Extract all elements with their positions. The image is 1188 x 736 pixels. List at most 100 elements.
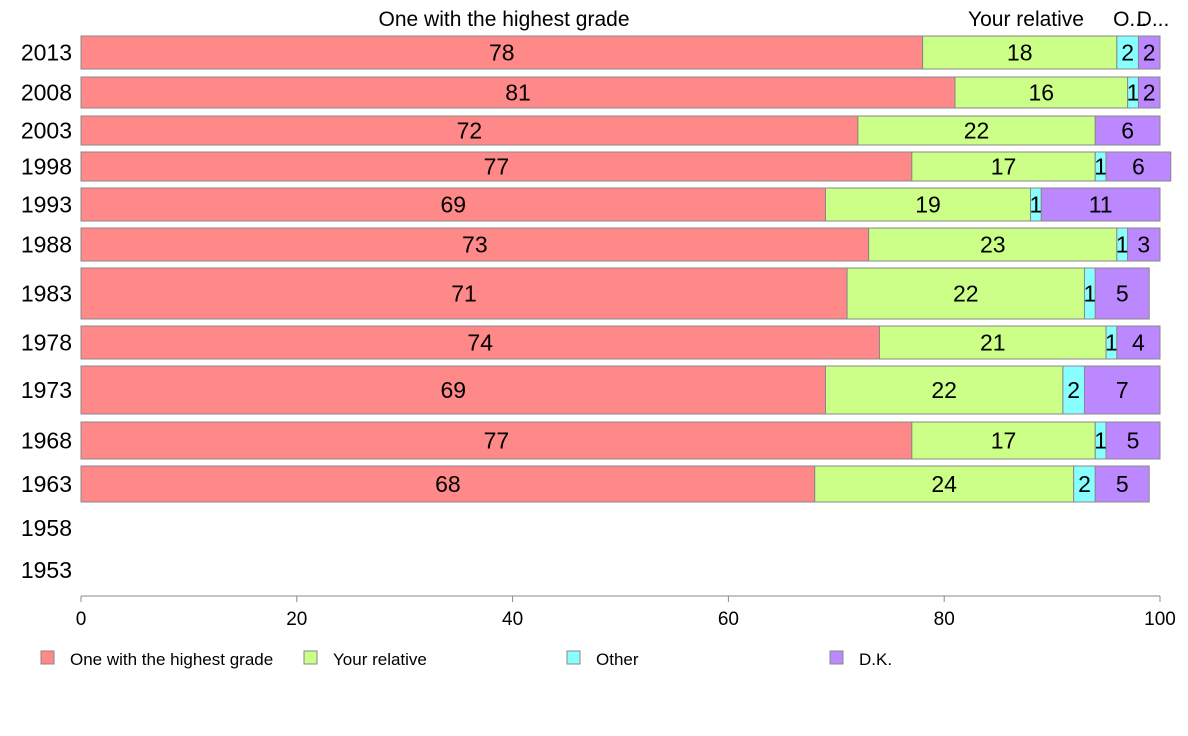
top-label-other: O...	[1113, 8, 1147, 31]
x-tick-label-60: 60	[718, 609, 739, 630]
legend-label-0: One with the highest grade	[70, 650, 273, 669]
data-label-1998-series-0: 77	[484, 154, 510, 180]
legend: One with the highest grade Your relative O…	[40, 650, 892, 669]
bar-1993-series-0	[80, 187, 827, 222]
data-label-1993-series-3: 11	[1089, 192, 1113, 218]
y-label-1993: 1993	[21, 192, 72, 218]
x-tick-label-40: 40	[502, 609, 523, 630]
data-label-1978-series-2: 1	[1105, 330, 1118, 356]
data-label-1988-series-0: 73	[462, 232, 488, 258]
bar-1978-series-1	[878, 325, 1107, 360]
bar-1963-series-0	[80, 465, 816, 503]
bar-1998-series-3	[1105, 151, 1172, 182]
data-label-1973-series-0: 69	[440, 377, 466, 403]
top-label-highest-grade: One with the highest grade	[379, 8, 630, 31]
data-label-1973-series-1: 22	[931, 377, 957, 403]
data-label-1983-series-3: 5	[1116, 281, 1129, 307]
data-label-2013-series-3: 2	[1143, 40, 1156, 66]
data-label-1988-series-1: 23	[980, 232, 1006, 258]
data-label-1963-series-1: 24	[931, 471, 957, 497]
y-label-1988: 1988	[21, 232, 72, 258]
y-label-1998: 1998	[21, 154, 72, 180]
y-label-1963: 1963	[21, 471, 72, 497]
y-label-1958: 1958	[21, 515, 72, 541]
bar-1963-series-1	[814, 465, 1075, 503]
data-label-1998-series-3: 6	[1132, 154, 1145, 180]
legend-swatch-0	[40, 650, 55, 665]
legend-label-2: Other	[596, 650, 639, 669]
x-tick-label-0: 0	[76, 609, 87, 630]
bar-1998-series-0	[80, 151, 913, 182]
data-label-1983-series-0: 71	[451, 281, 477, 307]
x-tick-label-80: 80	[934, 609, 955, 630]
legend-swatch-3	[829, 650, 844, 665]
data-label-2003-series-1: 22	[964, 118, 990, 144]
data-label-1993-series-2: 1	[1030, 192, 1043, 218]
data-label-1998-series-2: 1	[1094, 154, 1107, 180]
bar-1988-series-3	[1127, 227, 1161, 262]
data-label-2013-series-1: 18	[1007, 40, 1033, 66]
x-tick-label-20: 20	[286, 609, 307, 630]
bar-1983-series-3	[1094, 267, 1150, 320]
x-axis: 0 20 40 60 80 100	[76, 595, 1176, 630]
data-label-1963-series-2: 2	[1078, 471, 1091, 497]
y-label-1953: 1953	[21, 557, 72, 583]
data-label-1983-series-1: 22	[953, 281, 979, 307]
bar-1963-series-3	[1094, 465, 1150, 503]
data-label-2003-series-3: 6	[1121, 118, 1134, 144]
bar-1993-series-1	[825, 187, 1032, 222]
legend-swatch-1	[303, 650, 318, 665]
data-label-2008-series-0: 81	[505, 80, 531, 106]
top-label-dk: D...	[1137, 8, 1170, 31]
data-label-1998-series-1: 17	[991, 154, 1017, 180]
bar-2003-series-0	[80, 115, 859, 146]
data-label-2013-series-2: 2	[1121, 40, 1134, 66]
bar-1968-series-0	[80, 421, 913, 460]
data-label-2008-series-2: 1	[1127, 80, 1140, 106]
data-label-1978-series-1: 21	[980, 330, 1006, 356]
data-label-1993-series-0: 69	[440, 192, 466, 218]
y-label-2008: 2008	[21, 80, 72, 106]
data-label-1973-series-2: 2	[1067, 377, 1080, 403]
bar-1973-series-1	[825, 365, 1064, 415]
data-label-1993-series-1: 19	[915, 192, 941, 218]
data-label-2003-series-0: 72	[457, 118, 483, 144]
top-series-labels: One with the highest grade Your relative…	[379, 8, 1170, 31]
data-label-1968-series-2: 1	[1094, 428, 1107, 454]
data-label-2008-series-1: 16	[1029, 80, 1055, 106]
data-label-1968-series-0: 77	[484, 428, 510, 454]
bar-2003-series-1	[857, 115, 1096, 146]
bar-2013-series-1	[922, 35, 1118, 70]
top-label-relative: Your relative	[968, 8, 1084, 31]
legend-swatch-2	[566, 650, 581, 665]
y-axis-labels: 2013 2008 2003 1998 1993 1988 1983 1978 1973 1968…	[21, 40, 72, 584]
bar-1993-series-3	[1040, 187, 1161, 222]
data-label-2008-series-3: 2	[1143, 80, 1156, 106]
data-label-1963-series-0: 68	[435, 471, 461, 497]
bar-1973-series-3	[1083, 365, 1161, 415]
bar-1978-series-3	[1116, 325, 1161, 360]
bar-1983-series-1	[846, 267, 1085, 320]
y-label-2013: 2013	[21, 40, 72, 66]
legend-label-1: Your relative	[333, 650, 427, 669]
bar-1988-series-1	[868, 227, 1118, 262]
legend-label-3: D.K.	[859, 650, 892, 669]
data-label-1973-series-3: 7	[1116, 377, 1129, 403]
bar-1988-series-0	[80, 227, 870, 262]
y-label-1968: 1968	[21, 428, 72, 454]
data-label-2013-series-0: 78	[489, 40, 515, 66]
x-tick-label-100: 100	[1144, 609, 1176, 630]
y-label-1973: 1973	[21, 377, 72, 403]
data-label-1978-series-0: 74	[467, 330, 493, 356]
bar-1978-series-0	[80, 325, 880, 360]
data-label-1968-series-3: 5	[1127, 428, 1140, 454]
data-label-1988-series-3: 3	[1137, 232, 1150, 258]
bar-2008-series-0	[80, 76, 956, 109]
bar-1968-series-3	[1105, 421, 1161, 460]
bar-2008-series-3	[1137, 76, 1161, 109]
bar-1983-series-0	[80, 267, 848, 320]
y-label-1978: 1978	[21, 330, 72, 356]
bar-2013-series-3	[1137, 35, 1161, 70]
